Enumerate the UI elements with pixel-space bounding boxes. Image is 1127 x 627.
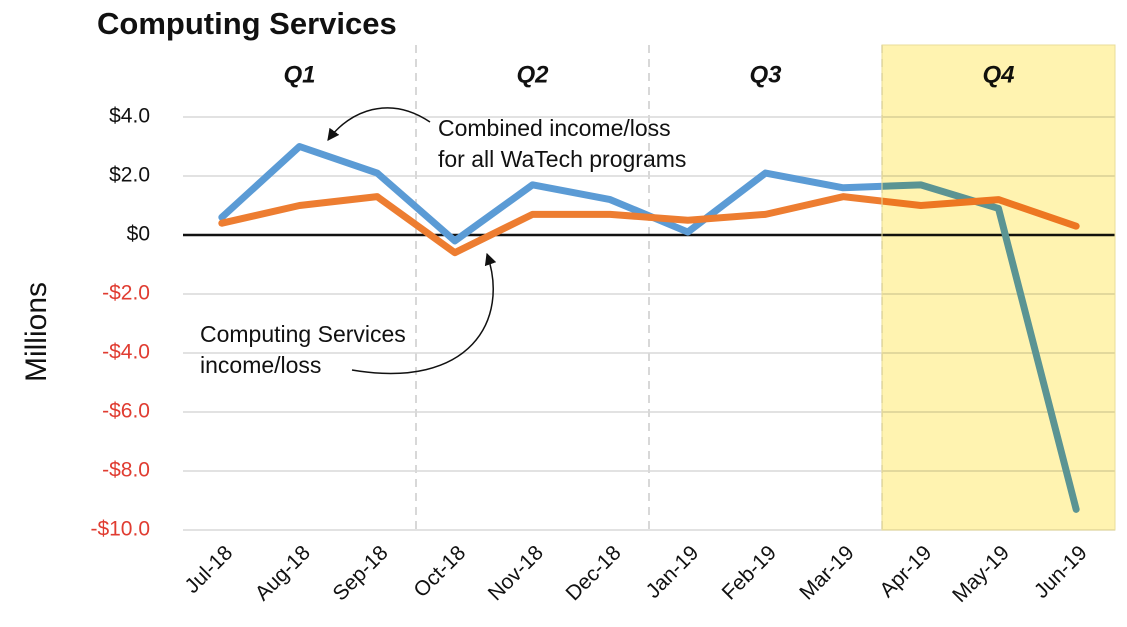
x-tick-label: Jun-19 — [1030, 541, 1092, 603]
y-axis-label: Millions — [20, 282, 53, 382]
y-tick-label: -$10.0 — [90, 518, 150, 541]
y-tick-label: -$4.0 — [102, 341, 150, 364]
quarter-label: Q1 — [283, 61, 315, 88]
highlight-border — [881, 44, 1116, 531]
chart-title: Computing Services — [97, 6, 397, 41]
y-tick-label: $2.0 — [109, 164, 150, 187]
y-tick-label: -$2.0 — [102, 282, 150, 305]
y-tick-label: -$6.0 — [102, 400, 150, 423]
annotation-arrow — [327, 107, 431, 141]
y-tick-label: $4.0 — [109, 105, 150, 128]
x-tick-label: Sep-18 — [328, 541, 392, 605]
x-tick-label: Mar-19 — [795, 541, 858, 604]
x-tick-label: May-19 — [948, 541, 1014, 607]
x-tick-label: Feb-19 — [718, 541, 781, 604]
annotation-text: income/loss — [200, 352, 321, 378]
x-tick-label: Oct-18 — [409, 541, 470, 602]
x-tick-label: Jul-18 — [181, 541, 238, 598]
quarter-highlight — [882, 45, 1115, 530]
x-tick-label: Apr-19 — [875, 541, 936, 602]
x-tick-label: Jan-19 — [642, 541, 704, 603]
annotation-text: Computing Services — [200, 321, 406, 347]
quarter-label: Q3 — [749, 61, 782, 88]
annotation-text: for all WaTech programs — [438, 146, 686, 172]
annotation-arrow — [351, 252, 497, 375]
annotation-text: Combined income/loss — [438, 115, 671, 141]
x-tick-label: Aug-18 — [251, 541, 315, 605]
y-tick-label: -$8.0 — [102, 459, 150, 482]
y-tick-label: $0 — [127, 223, 150, 246]
x-tick-label: Dec-18 — [561, 541, 625, 605]
quarter-label: Q2 — [516, 61, 549, 88]
x-tick-label: Nov-18 — [484, 541, 548, 605]
